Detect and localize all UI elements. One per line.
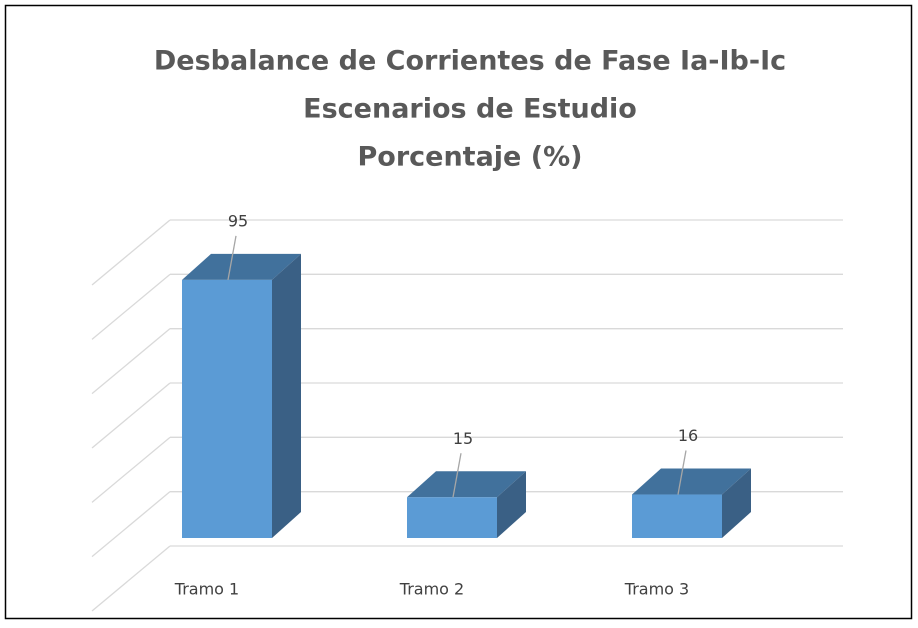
grid-line bbox=[91, 436, 171, 503]
chart-title: Desbalance de Corrientes de Fase Ia-Ib-I… bbox=[154, 46, 786, 77]
grid-line bbox=[91, 545, 171, 612]
bar-side bbox=[722, 468, 751, 538]
x-tick-label: Tramo 1 bbox=[174, 580, 239, 599]
bar bbox=[632, 494, 722, 538]
data-label: 15 bbox=[453, 429, 473, 448]
leader-line bbox=[227, 235, 237, 281]
bar-side bbox=[497, 471, 526, 538]
bar bbox=[182, 279, 272, 538]
chart-title: Porcentaje (%) bbox=[357, 142, 582, 173]
data-label: 95 bbox=[228, 211, 248, 230]
bar bbox=[407, 497, 497, 538]
x-tick-label: Tramo 2 bbox=[399, 580, 464, 599]
bar-side bbox=[272, 253, 301, 538]
leader-line bbox=[677, 450, 687, 495]
chart-title: Escenarios de Estudio bbox=[303, 94, 637, 125]
grid-line bbox=[91, 219, 171, 286]
grid-line bbox=[91, 328, 171, 395]
grid-line bbox=[91, 273, 171, 340]
bar-top bbox=[407, 471, 526, 498]
bar-top bbox=[632, 468, 751, 495]
grid-line bbox=[91, 491, 171, 558]
grid-line bbox=[91, 382, 171, 449]
x-tick-label: Tramo 3 bbox=[624, 580, 689, 599]
bar-top bbox=[182, 253, 301, 280]
data-label: 16 bbox=[678, 426, 698, 445]
leader-line bbox=[452, 453, 462, 498]
